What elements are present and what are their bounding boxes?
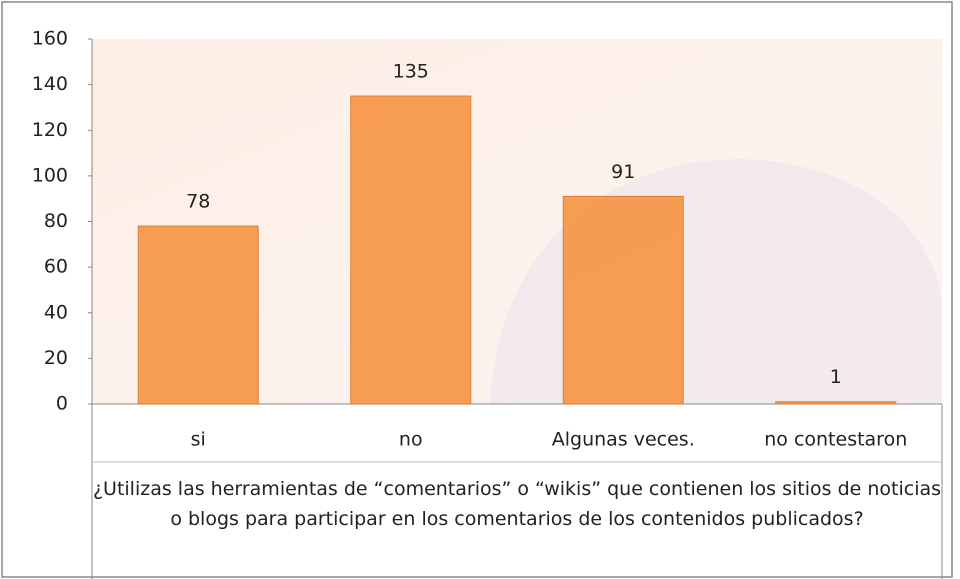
y-tick-label: 60 xyxy=(44,256,68,278)
bar xyxy=(562,195,684,405)
bar xyxy=(137,225,259,405)
y-tick-label: 140 xyxy=(32,73,68,95)
x-tick-label: si xyxy=(191,429,206,451)
y-tick-label: 40 xyxy=(44,301,68,323)
x-tick-label: Algunas veces. xyxy=(552,429,695,451)
data-label: 1 xyxy=(830,366,842,388)
x-axis-title: ¿Utilizas las herramientas de “comentari… xyxy=(92,478,942,530)
y-tick-label: 120 xyxy=(32,119,68,141)
x-tick-label: no contestaron xyxy=(764,429,907,451)
bar xyxy=(775,401,897,405)
y-tick-label: 80 xyxy=(44,210,68,232)
y-tick-label: 160 xyxy=(32,28,68,50)
y-tick-label: 0 xyxy=(56,393,68,415)
data-label: 78 xyxy=(186,191,210,213)
y-tick-label: 20 xyxy=(44,347,68,369)
data-label: 135 xyxy=(393,61,429,83)
data-label: 91 xyxy=(611,161,635,183)
x-tick-label: no xyxy=(399,429,423,451)
y-tick-label: 100 xyxy=(32,164,68,186)
bar xyxy=(350,95,472,405)
